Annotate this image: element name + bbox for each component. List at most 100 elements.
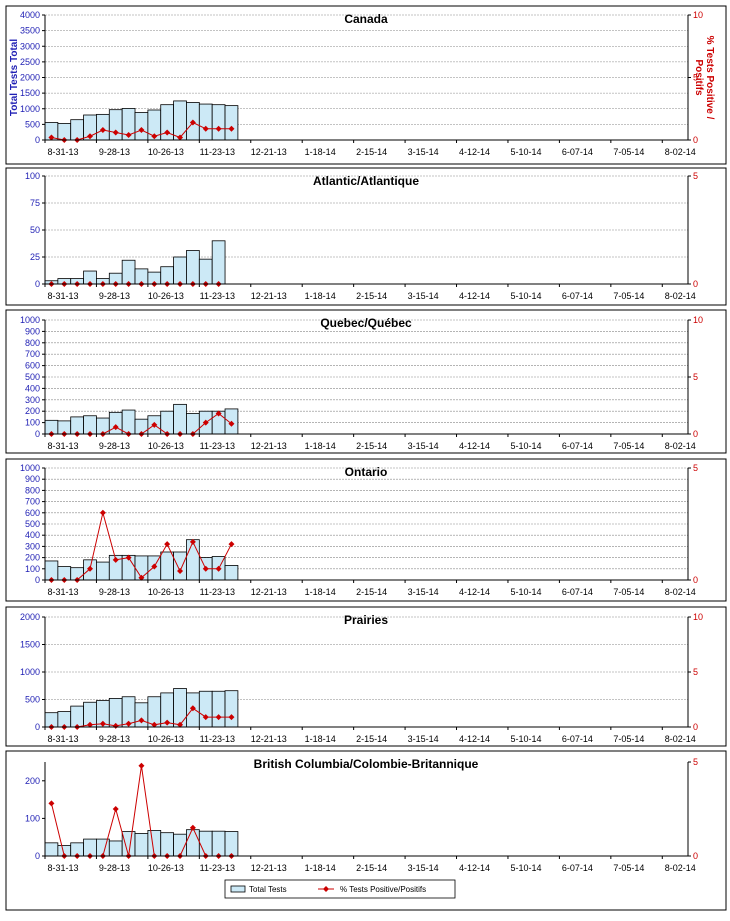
x-tick-label: 6-07-14 xyxy=(562,863,593,873)
x-tick-label: 12-21-13 xyxy=(251,587,287,597)
y2-tick-label: 5 xyxy=(693,171,698,181)
line-point xyxy=(202,565,209,572)
bar xyxy=(186,250,200,285)
x-tick-label: 6-07-14 xyxy=(562,147,593,157)
legend-bar-swatch xyxy=(230,885,246,893)
bar xyxy=(211,830,226,857)
y2-tick-label: 5 xyxy=(693,463,698,473)
x-tick-label: 6-07-14 xyxy=(562,441,593,451)
bar xyxy=(108,840,123,857)
line-point xyxy=(125,720,132,727)
line-point xyxy=(151,721,158,728)
x-tick-label: 1-18-14 xyxy=(305,863,336,873)
x-tick-label: 1-18-14 xyxy=(305,734,336,744)
x-tick-label: 4-12-14 xyxy=(459,291,490,301)
x-tick-label: 10-26-13 xyxy=(148,587,184,597)
y-tick-label: 800 xyxy=(25,485,40,495)
x-tick-label: 3-15-14 xyxy=(408,147,439,157)
bar xyxy=(224,565,239,581)
y-tick-label: 75 xyxy=(30,198,40,208)
bar xyxy=(173,256,187,285)
x-tick-label: 3-15-14 xyxy=(408,734,439,744)
x-tick-label: 9-28-13 xyxy=(99,441,130,451)
x-tick-label: 8-31-13 xyxy=(47,291,78,301)
x-tick-label: 8-31-13 xyxy=(47,863,78,873)
bar xyxy=(173,551,187,581)
x-tick-label: 9-28-13 xyxy=(99,147,130,157)
bar xyxy=(121,409,136,435)
x-tick-label: 1-18-14 xyxy=(305,147,336,157)
line-point xyxy=(202,125,209,132)
line-point xyxy=(138,762,145,769)
bar xyxy=(70,705,84,728)
y-tick-label: 3500 xyxy=(20,26,40,36)
line-point xyxy=(48,800,55,807)
line-point xyxy=(151,133,158,140)
x-tick-label: 7-05-14 xyxy=(613,441,644,451)
chart-panel-5: 0 500 1000 1500 2000 0 5 10 8-31-13 9-28-13 10-26-… xyxy=(5,606,727,747)
line-point xyxy=(215,125,222,132)
line-point xyxy=(138,717,145,724)
legend-box xyxy=(224,879,456,899)
legend-line-label: % Tests Positive/Positifs xyxy=(340,885,426,894)
bar xyxy=(96,561,110,581)
bar xyxy=(224,105,239,141)
x-tick-label: 10-26-13 xyxy=(148,147,184,157)
line-point xyxy=(87,133,94,140)
x-tick-label: 2-15-14 xyxy=(356,147,387,157)
line-point xyxy=(215,714,222,721)
x-tick-label: 2-15-14 xyxy=(356,863,387,873)
bar xyxy=(198,258,213,285)
x-tick-label: 2-15-14 xyxy=(356,587,387,597)
x-tick-label: 8-02-14 xyxy=(665,734,696,744)
x-tick-label: 12-21-13 xyxy=(251,441,287,451)
line-point xyxy=(189,705,196,712)
y2-tick-label: 5 xyxy=(693,73,698,83)
y-tick-label: 0 xyxy=(35,135,40,145)
x-tick-label: 8-02-14 xyxy=(665,441,696,451)
y-tick-label: 500 xyxy=(25,372,40,382)
bar xyxy=(198,690,213,728)
y2-axis-title: % Tests Positive /Positifs xyxy=(693,36,715,120)
line-point xyxy=(164,719,171,726)
x-tick-label: 9-28-13 xyxy=(99,734,130,744)
line-point xyxy=(112,129,119,136)
bar xyxy=(121,259,136,285)
legend: Total Tests % Tests Positive/Positifs xyxy=(224,879,456,899)
line-point xyxy=(228,125,235,132)
y-tick-label: 500 xyxy=(25,519,40,529)
x-tick-label: 3-15-14 xyxy=(408,441,439,451)
line-point xyxy=(138,574,145,581)
x-tick-label: 2-15-14 xyxy=(356,441,387,451)
x-tick-label: 5-10-14 xyxy=(510,441,541,451)
x-tick-label: 10-26-13 xyxy=(148,734,184,744)
x-tick-label: 5-10-14 xyxy=(510,734,541,744)
line-point xyxy=(202,714,209,721)
bar xyxy=(211,690,226,728)
y-tick-label: 1000 xyxy=(20,463,40,473)
x-tick-label: 2-15-14 xyxy=(356,734,387,744)
x-tick-label: 8-31-13 xyxy=(47,734,78,744)
line-point xyxy=(138,127,145,133)
line-point xyxy=(112,424,119,431)
line-point xyxy=(228,541,235,548)
x-tick-label: 4-12-14 xyxy=(459,147,490,157)
y2-tick-label: 5 xyxy=(693,372,698,382)
bar xyxy=(198,103,213,141)
x-tick-label: 5-10-14 xyxy=(510,587,541,597)
y-tick-label: 200 xyxy=(25,406,40,416)
x-tick-label: 10-26-13 xyxy=(148,863,184,873)
y-tick-label: 100 xyxy=(25,813,40,823)
bar xyxy=(186,829,200,857)
chart-panel-1: 0 500 1000 1500 2000 2500 3000 3500 4000 0 5 10 8-31… xyxy=(5,5,727,165)
line-point xyxy=(99,127,106,133)
x-tick-label: 11-23-13 xyxy=(200,863,235,873)
x-tick-label: 1-18-14 xyxy=(305,291,336,301)
y-tick-label: 200 xyxy=(25,553,40,563)
x-tick-label: 5-10-14 xyxy=(510,863,541,873)
x-tick-label: 9-28-13 xyxy=(99,863,130,873)
y-tick-label: 900 xyxy=(25,326,40,336)
y-tick-label: 500 xyxy=(25,119,40,129)
bar xyxy=(44,842,59,857)
